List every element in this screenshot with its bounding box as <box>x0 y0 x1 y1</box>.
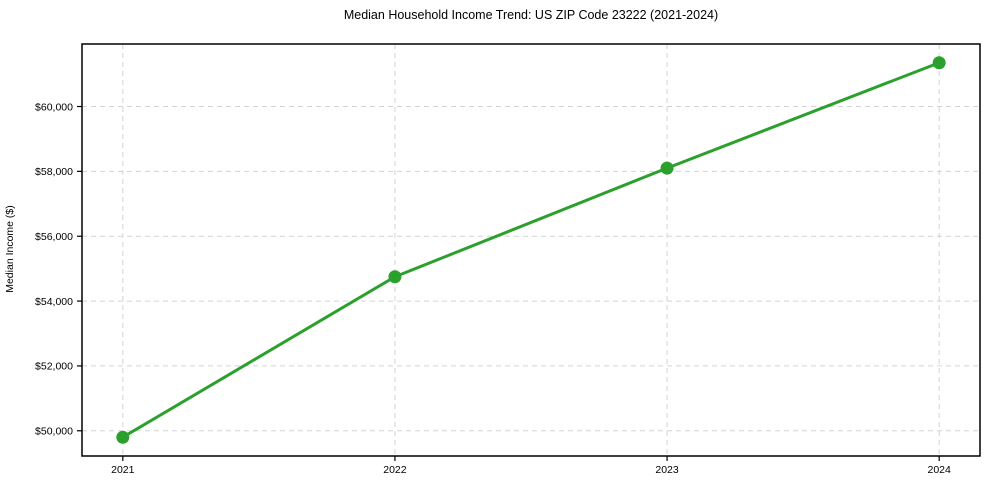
plot-border <box>81 43 981 457</box>
x-tick-label: 2023 <box>655 464 679 476</box>
x-tick-label: 2021 <box>111 464 135 476</box>
data-point-marker <box>388 270 402 284</box>
y-tick-label: $56,000 <box>35 231 73 243</box>
x-tick-label: 2024 <box>928 464 952 476</box>
data-point-marker <box>116 430 130 444</box>
data-point-marker <box>660 161 674 175</box>
y-tick-label: $58,000 <box>35 166 73 178</box>
x-tick-label: 2022 <box>383 464 407 476</box>
y-tick-label: $54,000 <box>35 296 73 308</box>
chart-title: Median Household Income Trend: US ZIP Co… <box>343 8 719 22</box>
y-tick-label: $60,000 <box>35 101 73 113</box>
data-point-marker <box>932 56 946 70</box>
series-line <box>121 61 941 439</box>
y-tick-label: $50,000 <box>35 426 73 438</box>
y-tick-label: $52,000 <box>35 361 73 373</box>
